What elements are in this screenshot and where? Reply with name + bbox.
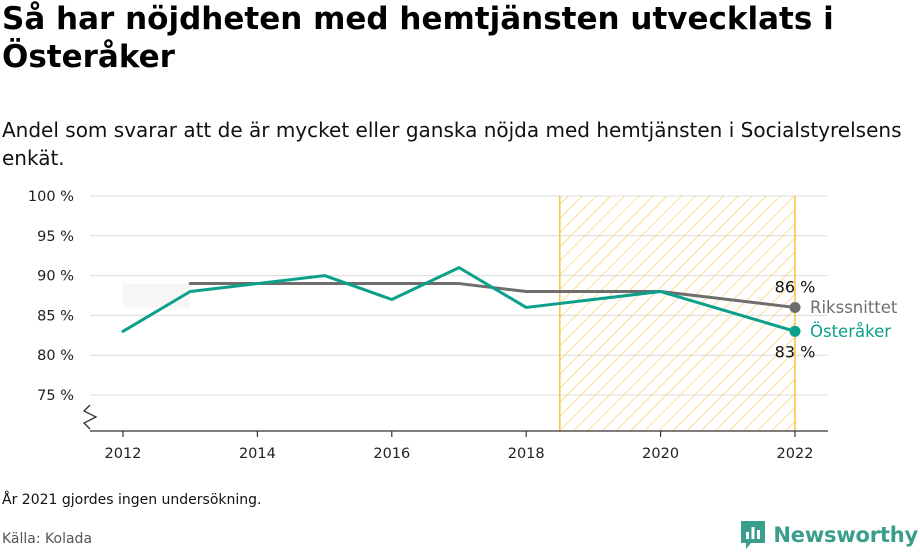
y-tick-label: 90 % <box>37 269 74 285</box>
axes: 75 % 80 % 85 % 90 % 95 % 100 % 2012 2014 2016 201… <box>28 189 828 462</box>
x-tick-label: 2012 <box>105 446 142 462</box>
x-tick-label: 2014 <box>239 446 276 462</box>
series-lines <box>121 266 801 337</box>
x-tick-label: 2016 <box>373 446 410 462</box>
y-tick-label: 95 % <box>37 229 74 245</box>
y-tick-label: 100 % <box>28 189 74 205</box>
chart-source: Källa: Kolada <box>2 531 93 547</box>
brand-logo: Newsworthy <box>739 520 918 550</box>
series-end-value-label: 86 % <box>775 277 816 296</box>
x-tick-label: 2018 <box>508 446 545 462</box>
brand-name: Newsworthy <box>773 523 918 547</box>
series-line-osteraker <box>121 266 797 333</box>
y-tick-label: 75 % <box>37 388 74 404</box>
x-tick-label: 2020 <box>642 446 679 462</box>
axis-break-icon <box>82 404 98 430</box>
series-end-point <box>789 325 801 337</box>
series-end-value-label: 83 % <box>775 342 816 361</box>
series-name-label: Österåker <box>810 322 891 341</box>
chart-subtitle: Andel som svarar att de är mycket eller … <box>2 118 902 170</box>
bar-chart-speech-bubble-icon <box>741 521 766 549</box>
series-line-rikssnittet <box>188 282 797 309</box>
chart-note: År 2021 gjordes ingen undersökning. <box>2 492 262 508</box>
y-tick-label: 85 % <box>37 308 74 324</box>
background-band <box>123 283 191 308</box>
chart-title: Så har nöjdheten med hemtjänsten utveckl… <box>2 1 834 75</box>
x-tick-label: 2022 <box>777 446 814 462</box>
highlight-band <box>559 196 796 431</box>
series-end-point <box>789 301 801 313</box>
highlight-hatch <box>559 196 795 431</box>
y-tick-label: 80 % <box>37 348 74 364</box>
series-name-label: Rikssnittet <box>810 298 898 317</box>
